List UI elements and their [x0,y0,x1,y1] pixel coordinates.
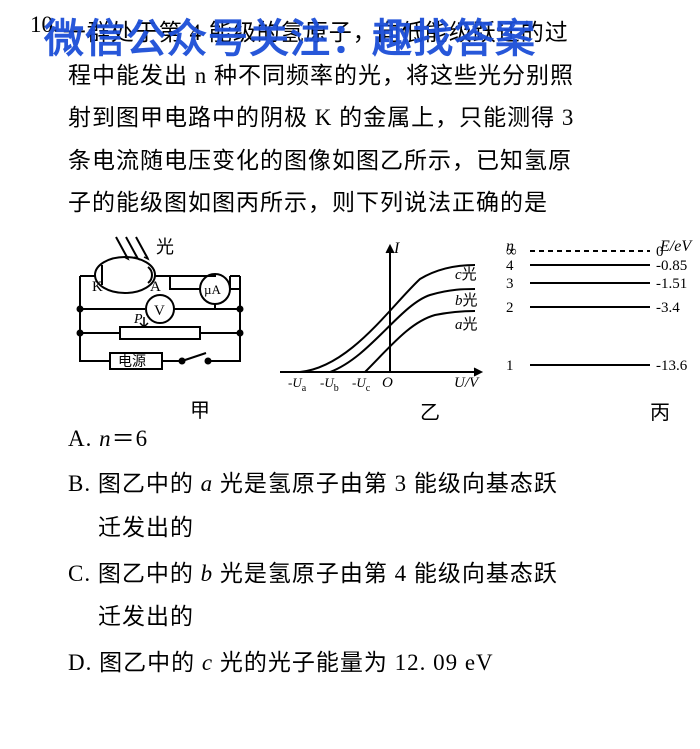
svg-text:1: 1 [506,358,514,374]
question-container: 10.一群处于第 4 能级的氢原子，向低能级跃迁的过 程中能发出 n 种不同频率… [0,0,700,695]
svg-text:E/eV: E/eV [659,238,693,255]
svg-text:P: P [133,312,143,327]
svg-text:A: A [150,279,161,295]
option-c-letter: C. [68,561,91,586]
stem-line-1: 一群处于第 4 能级的氢原子，向低能级跃迁的过 [63,20,569,45]
svg-text:-3.4: -3.4 [656,300,680,316]
svg-text:光: 光 [156,237,174,257]
figure-bing: n E/eV ∞04-0.853-1.512-3.41-13.6 丙 [500,237,700,425]
svg-text:-Ua: -Ua [288,375,307,394]
stem-line-4: 条电流随电压变化的图像如图乙所示，已知氢原 [68,148,572,173]
option-d-letter: D. [68,650,92,675]
svg-text:4: 4 [506,258,514,274]
stem-line-3: 射到图甲电路中的阴极 K 的金属上，只能测得 3 [68,105,574,130]
figure-row: K A 光 µA V [60,231,670,411]
svg-text:电源: 电源 [118,354,146,370]
option-d: D. 图乙中的 c 光的光子能量为 12. 09 eV [68,641,670,685]
svg-text:a光: a光 [455,316,478,333]
stem-n: n [195,63,208,88]
svg-text:-1.51: -1.51 [656,276,687,292]
option-c: C. 图乙中的 b 光是氢原子由第 4 能级向基态跃 迁发出的 [68,552,670,639]
option-a-letter: A. [68,426,92,451]
circuit-svg: K A 光 µA V [60,231,260,401]
svg-text:c光: c光 [455,266,477,283]
options-block: A. n＝6 B. 图乙中的 a 光是氢原子由第 3 能级向基态跃 迁发出的 C… [68,417,670,685]
option-b: B. 图乙中的 a 光是氢原子由第 3 能级向基态跃 迁发出的 [68,462,670,549]
svg-text:K: K [92,279,103,295]
svg-text:-Ub: -Ub [320,375,339,394]
question-stem: 10.一群处于第 4 能级的氢原子，向低能级跃迁的过 程中能发出 n 种不同频率… [30,12,670,225]
svg-text:-Uc: -Uc [352,375,371,394]
svg-text:-0.85: -0.85 [656,258,687,274]
energy-svg: n E/eV ∞04-0.853-1.512-3.41-13.6 [500,237,700,397]
svg-text:I: I [393,240,400,257]
stem-line-5: 子的能级图如图丙所示，则下列说法正确的是 [68,190,548,215]
label-yi: 乙 [370,396,490,425]
svg-text:-13.6: -13.6 [656,358,688,374]
option-b-letter: B. [68,471,91,496]
figure-jia: K A 光 µA V [60,231,260,423]
svg-text:µA: µA [204,282,221,297]
svg-text:2: 2 [506,300,514,316]
svg-text:3: 3 [506,276,514,292]
svg-text:O: O [382,375,393,391]
svg-text:U/V: U/V [454,375,480,391]
question-number: 10. [30,12,59,38]
label-bing: 丙 [610,396,700,425]
iu-svg: I U/V c光 b光 a光 -Ua -Ub -Uc O [270,237,490,397]
svg-text:V: V [154,303,165,319]
stem-line-2a: 程中能发出 [68,63,195,88]
stem-line-2b: 种不同频率的光，将这些光分别照 [207,63,574,88]
option-a-n: n [99,426,112,451]
svg-text:b光: b光 [455,292,478,309]
figure-yi: I U/V c光 b光 a光 -Ua -Ub -Uc O 乙 [270,237,490,425]
